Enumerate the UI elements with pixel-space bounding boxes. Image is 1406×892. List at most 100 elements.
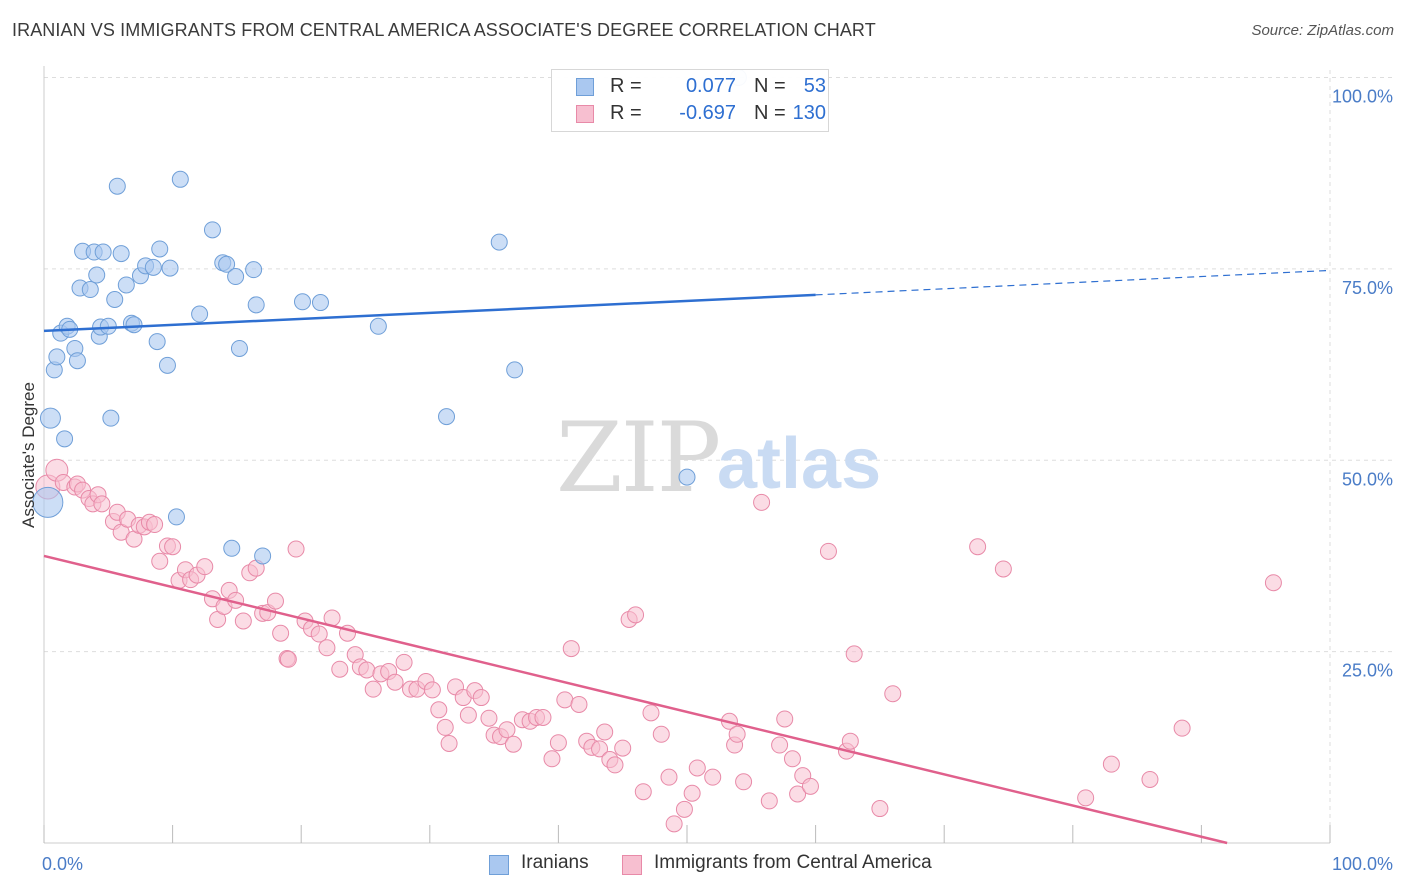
central-america-point: [994, 560, 1012, 578]
iranian-point: [230, 339, 248, 357]
stats-n-value: 130: [792, 102, 826, 124]
iranian-point: [678, 468, 696, 486]
legend: Iranians Immigrants from Central America: [0, 852, 1406, 878]
central-america-point: [735, 773, 753, 791]
iranian-point: [151, 240, 169, 258]
central-america-point: [310, 625, 328, 643]
tick-labels: 25.0% 50.0% 75.0% 100.0% 0.0% 100.0%: [42, 87, 1393, 875]
central-america-point: [760, 792, 778, 810]
iranian-point: [94, 243, 112, 261]
series-central-america: [35, 458, 1282, 833]
central-america-point: [279, 650, 297, 668]
iranian-point: [32, 486, 64, 518]
iranian-point: [223, 539, 241, 557]
watermark-left: ZIP: [556, 402, 719, 514]
central-america-point: [570, 695, 588, 713]
central-america-point: [776, 710, 794, 728]
legend-swatch-blue: [489, 855, 509, 875]
central-america-point: [480, 709, 498, 727]
central-america-point: [358, 661, 376, 679]
iranian-point: [102, 409, 120, 427]
central-america-point: [266, 592, 284, 610]
central-america-point: [472, 689, 490, 707]
watermark-right: atlas: [717, 424, 881, 504]
central-america-point: [652, 725, 670, 743]
central-america-point: [395, 653, 413, 671]
central-america-point: [440, 734, 458, 752]
central-america-point: [459, 706, 477, 724]
iranian-point: [203, 221, 221, 239]
central-america-point: [93, 495, 111, 513]
iranian-point: [191, 305, 209, 323]
central-america-point: [423, 681, 441, 699]
central-america-point: [660, 768, 678, 786]
x-tick-label-end: 100.0%: [1332, 854, 1393, 874]
iranian-point: [39, 407, 61, 429]
central-america-point: [771, 736, 789, 754]
central-america-point: [287, 540, 305, 558]
y-axis-label: Associate's Degree: [19, 382, 38, 528]
central-america-point: [146, 516, 164, 534]
central-america-point: [704, 768, 722, 786]
iranian-point: [56, 430, 74, 448]
iranian-point: [108, 177, 126, 195]
stats-n-value: 53: [803, 75, 826, 97]
iranian-point: [144, 258, 162, 276]
central-america-point: [665, 815, 683, 833]
trend-lines: [43, 269, 1331, 845]
watermark: ZIP atlas: [556, 402, 881, 514]
central-america-point: [783, 750, 801, 768]
iranian-point: [112, 245, 130, 263]
central-america-point: [969, 538, 987, 556]
central-america-point: [430, 701, 448, 719]
iranian-point: [68, 352, 86, 370]
stats-r-value: 0.077: [685, 75, 736, 97]
y-tick-label: 100.0%: [1332, 87, 1393, 107]
central-america-point: [1077, 789, 1095, 807]
iranian-point: [254, 547, 272, 565]
central-america-point: [151, 552, 169, 570]
central-america-point: [534, 708, 552, 726]
stats-n-label: N =: [754, 102, 786, 124]
iranian-point: [293, 293, 311, 311]
iranian-point: [88, 266, 106, 284]
stats-n-label: N =: [754, 75, 786, 97]
legend-label: Immigrants from Central America: [654, 852, 932, 873]
central-america-point: [845, 645, 863, 663]
source-label: Source: ZipAtlas.com: [1251, 22, 1394, 39]
central-america-point: [596, 723, 614, 741]
iranian-point: [227, 268, 245, 286]
central-america-point: [627, 606, 645, 624]
iranian-point: [158, 356, 176, 374]
iranian-point: [171, 170, 189, 188]
central-america-point: [683, 784, 701, 802]
central-america-point: [364, 680, 382, 698]
stats-box: R = 0.077 N = 53 R = -0.697 N = 130: [551, 69, 829, 132]
central-america-point: [634, 783, 652, 801]
central-america-point: [789, 785, 807, 803]
central-america-point: [728, 725, 746, 743]
central-america-point: [234, 612, 252, 630]
iranian-point: [490, 233, 508, 251]
y-tick-label: 25.0%: [1342, 661, 1393, 681]
central-america-point: [549, 734, 567, 752]
iranian-point: [125, 316, 143, 334]
chart-title: IRANIAN VS IMMIGRANTS FROM CENTRAL AMERI…: [12, 20, 876, 40]
x-tick-label-start: 0.0%: [42, 854, 83, 874]
iranian-point: [438, 408, 456, 426]
central-america-point: [164, 538, 182, 556]
stats-swatch-blue: [576, 78, 594, 96]
central-america-point: [331, 660, 349, 678]
iranian-point: [99, 317, 117, 335]
iranian-point: [218, 255, 236, 273]
legend-swatch-pink: [622, 855, 642, 875]
y-tick-label: 75.0%: [1342, 278, 1393, 298]
iranian-trend-line: [43, 293, 816, 333]
central-america-point: [801, 777, 819, 795]
iranian-point: [311, 294, 329, 312]
stats-r-label: R =: [610, 102, 642, 124]
iranian-point: [167, 508, 185, 526]
central-america-point: [884, 685, 902, 703]
central-america-point: [819, 542, 837, 560]
iranian-point: [247, 296, 265, 314]
